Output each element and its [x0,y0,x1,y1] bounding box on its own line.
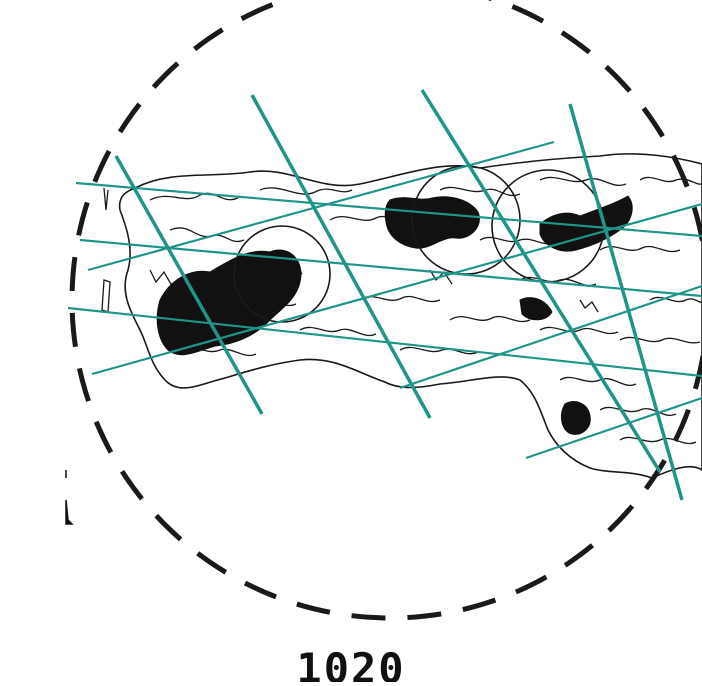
transect-thin-5 [91,202,702,376]
year-label: 1020 [296,648,406,682]
edge-mark [65,470,74,525]
transect-diagonal-2 [250,94,432,419]
habitat-outline [118,153,702,479]
transect-thin-2 [79,238,702,298]
transect-diagonal-1 [114,155,264,415]
dense-cover-patches [156,195,633,435]
transect-thin-1 [75,181,702,238]
transect-diagonal-4 [568,103,684,501]
transect-thin-7 [525,396,702,460]
transect-thin-3 [87,140,555,272]
transect-thin-4 [67,306,702,378]
transect-thin-6 [399,284,702,390]
transect-thin-lines [67,140,702,460]
